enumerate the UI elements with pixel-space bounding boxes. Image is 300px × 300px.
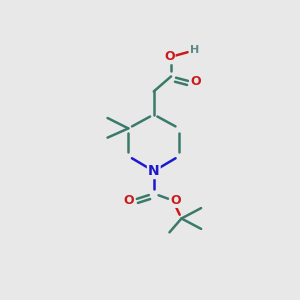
- Text: O: O: [164, 50, 175, 63]
- Text: O: O: [190, 74, 201, 88]
- Text: N: N: [148, 164, 160, 178]
- Text: O: O: [124, 194, 134, 207]
- Text: H: H: [190, 45, 199, 55]
- Text: O: O: [170, 194, 181, 207]
